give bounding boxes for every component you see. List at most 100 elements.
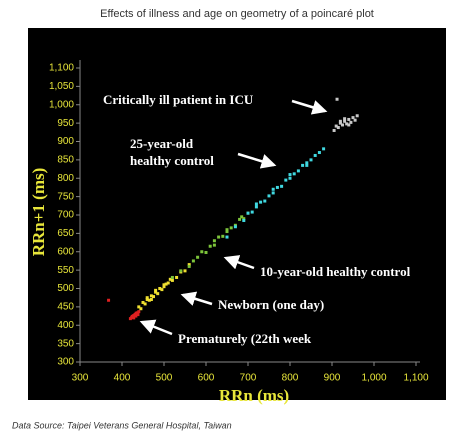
y-tick-label: 1,050	[49, 81, 74, 92]
point	[160, 288, 164, 292]
point	[343, 117, 347, 121]
point	[170, 275, 174, 279]
point	[347, 117, 351, 121]
point	[322, 147, 326, 151]
point	[292, 172, 296, 176]
y-tick-label: 750	[57, 191, 74, 202]
y-tick-label: 950	[57, 118, 74, 129]
y-tick-label: 350	[57, 338, 74, 349]
point	[301, 163, 305, 167]
point	[280, 184, 284, 188]
annotation: healthy control	[130, 153, 214, 168]
point	[229, 226, 233, 230]
arrows	[139, 99, 328, 336]
point	[233, 225, 237, 229]
point	[343, 119, 347, 123]
y-axis-label: RRn+1 (ms)	[29, 168, 48, 257]
point	[145, 296, 149, 300]
point	[254, 202, 258, 206]
point	[139, 307, 143, 311]
point	[240, 215, 244, 219]
point	[162, 285, 166, 289]
y-tick-label: 550	[57, 265, 74, 276]
plot-background	[28, 28, 446, 400]
point	[147, 298, 151, 302]
point	[217, 235, 221, 239]
y-tick-label: 1,000	[49, 99, 74, 110]
point	[250, 210, 254, 214]
annotation: Prematurely (22th week	[178, 331, 312, 346]
point	[154, 288, 158, 292]
point	[259, 200, 263, 204]
point	[143, 302, 147, 306]
point	[158, 287, 162, 290]
point	[246, 211, 250, 215]
x-tick-label: 400	[114, 373, 131, 384]
annotation: 25-year-old	[130, 136, 194, 151]
point	[212, 243, 216, 247]
x-tick-label: 1,100	[403, 373, 428, 384]
point	[336, 126, 340, 130]
point	[242, 219, 246, 223]
source-note: Data Source: Taipei Veterans General Hos…	[12, 420, 232, 430]
point	[335, 97, 339, 101]
annotation: 10-year-old healthy control	[260, 264, 411, 279]
point	[254, 205, 258, 209]
point	[134, 311, 138, 315]
point	[351, 116, 355, 120]
point	[170, 278, 174, 282]
point	[187, 263, 191, 267]
point	[353, 118, 357, 122]
point	[263, 199, 267, 203]
point	[204, 250, 208, 254]
point	[154, 290, 158, 294]
y-tick-label: 1,100	[49, 63, 74, 74]
point	[338, 121, 342, 125]
point	[267, 194, 271, 198]
point	[168, 277, 172, 281]
point	[152, 295, 155, 299]
point	[107, 298, 111, 302]
point	[345, 122, 349, 126]
point	[242, 217, 246, 221]
point	[145, 298, 149, 302]
point	[208, 244, 212, 248]
point	[149, 294, 153, 298]
annotation: Critically ill patient in ICU	[103, 92, 254, 107]
point	[271, 191, 275, 195]
point	[149, 298, 153, 302]
point	[288, 176, 292, 180]
y-tick-label: 300	[57, 357, 74, 368]
point	[156, 292, 160, 296]
point	[179, 269, 183, 273]
annotation: Newborn (one day)	[218, 297, 324, 312]
y-tick-label: 600	[57, 246, 74, 257]
point	[225, 235, 229, 239]
point	[355, 114, 359, 118]
point	[347, 123, 351, 127]
x-tick-label: 700	[240, 373, 257, 384]
point	[212, 239, 216, 243]
point	[130, 315, 134, 319]
point	[175, 275, 179, 279]
y-tick-label: 650	[57, 228, 74, 239]
point	[225, 228, 229, 232]
point	[341, 123, 344, 127]
point	[166, 281, 170, 285]
x-tick-label: 500	[156, 373, 173, 384]
point	[338, 119, 342, 123]
point	[196, 255, 200, 259]
y-tick-label: 450	[57, 302, 74, 313]
point	[225, 230, 229, 234]
y-tick-label: 900	[57, 136, 74, 147]
x-tick-label: 900	[324, 373, 341, 384]
point	[313, 153, 317, 157]
point	[183, 269, 187, 273]
point	[288, 173, 292, 177]
point	[200, 250, 204, 254]
point	[349, 120, 353, 124]
y-tick-label: 400	[57, 320, 74, 331]
point	[162, 283, 166, 287]
point	[137, 305, 141, 309]
